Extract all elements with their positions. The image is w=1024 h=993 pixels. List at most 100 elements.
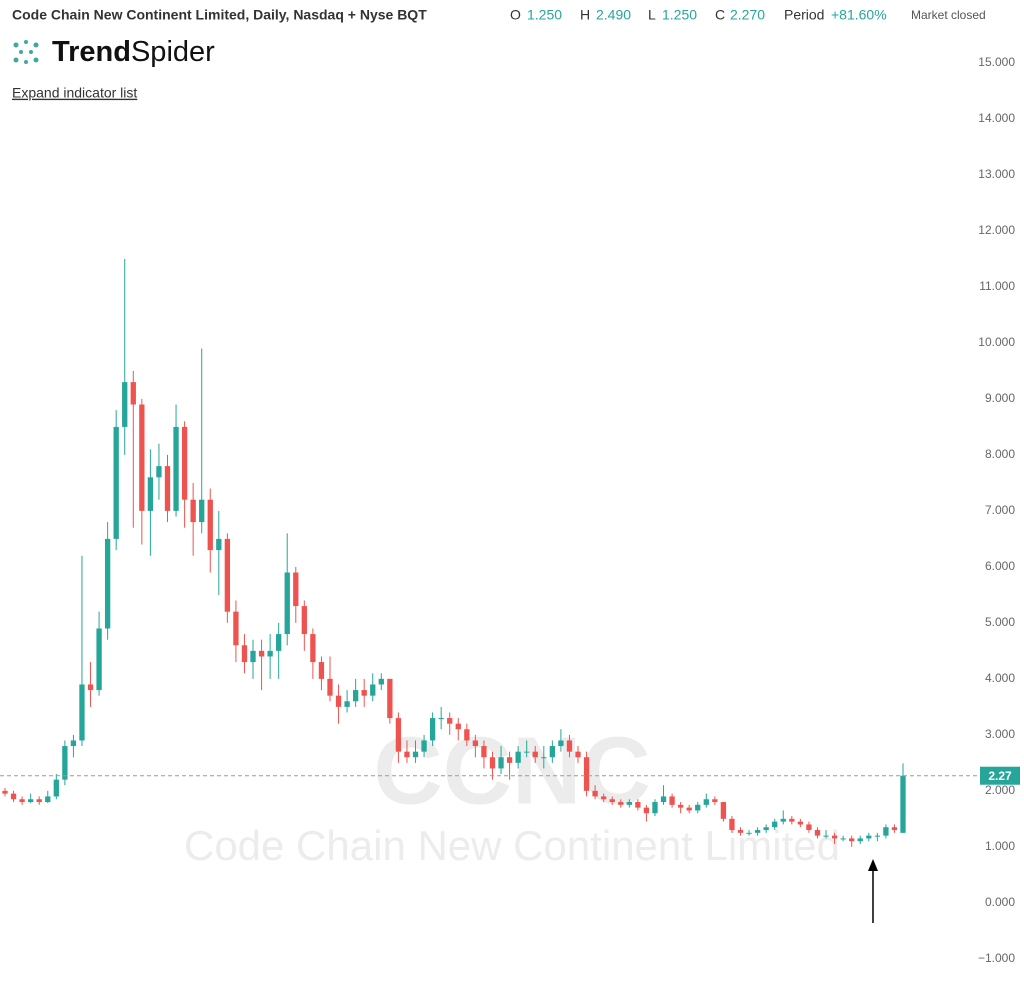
candle bbox=[806, 821, 812, 833]
logo-text: TrendSpider bbox=[52, 36, 215, 68]
candle-body bbox=[549, 746, 556, 758]
candle bbox=[395, 712, 402, 763]
candle-body bbox=[635, 802, 641, 808]
candle-body bbox=[173, 426, 179, 511]
y-tick-label: 5.000 bbox=[985, 615, 1015, 629]
candle bbox=[686, 804, 692, 814]
candle-body bbox=[797, 821, 804, 825]
candle bbox=[677, 802, 684, 814]
candle-body bbox=[335, 695, 342, 707]
candle-body bbox=[267, 650, 273, 657]
candle bbox=[164, 454, 171, 523]
candle bbox=[754, 827, 761, 836]
candle-body bbox=[481, 746, 487, 758]
candle-body bbox=[421, 740, 427, 752]
candle bbox=[695, 802, 701, 814]
period-value: +81.60% bbox=[831, 7, 887, 23]
y-tick-label: 6.000 bbox=[985, 559, 1015, 573]
candle bbox=[575, 746, 581, 763]
candle-body bbox=[190, 499, 196, 523]
candle-body bbox=[900, 775, 906, 833]
candle-body bbox=[763, 827, 769, 831]
candle bbox=[2, 788, 8, 797]
candle bbox=[712, 796, 718, 805]
candle bbox=[241, 634, 248, 674]
y-tick-label: 2.000 bbox=[985, 783, 1015, 797]
candle-body bbox=[575, 751, 581, 758]
candle bbox=[53, 774, 59, 800]
y-tick-label: 0.000 bbox=[985, 895, 1015, 909]
candle bbox=[737, 827, 744, 836]
candle bbox=[720, 802, 727, 822]
candle-body bbox=[276, 634, 282, 651]
candle bbox=[780, 810, 786, 825]
expand-indicators[interactable]: Expand indicator list bbox=[12, 85, 137, 101]
candle bbox=[70, 734, 77, 758]
candle-body bbox=[53, 779, 59, 797]
candle-body bbox=[712, 799, 718, 803]
candle-body bbox=[883, 827, 889, 836]
candle-body bbox=[62, 746, 68, 780]
candle bbox=[541, 746, 547, 769]
candle bbox=[626, 799, 632, 808]
candle bbox=[173, 404, 179, 517]
candle bbox=[660, 785, 667, 805]
candle-body bbox=[36, 799, 42, 803]
candle bbox=[583, 751, 590, 797]
candle bbox=[746, 830, 752, 836]
candle-body bbox=[147, 477, 154, 511]
candle-body bbox=[284, 572, 290, 635]
y-tick-label: 13.000 bbox=[978, 167, 1015, 181]
y-tick-label: 14.000 bbox=[978, 111, 1015, 125]
high-label: H bbox=[580, 7, 590, 23]
candle bbox=[122, 258, 128, 455]
last-price-box bbox=[980, 766, 1020, 785]
candle bbox=[276, 622, 282, 679]
candle bbox=[857, 835, 863, 845]
high-value: 2.490 bbox=[596, 7, 631, 23]
candle-body bbox=[104, 538, 111, 629]
candle-body bbox=[660, 796, 667, 803]
candle bbox=[772, 818, 778, 831]
candle-body bbox=[472, 740, 479, 747]
candle bbox=[318, 656, 325, 691]
candle bbox=[28, 793, 34, 804]
candle-body bbox=[113, 426, 119, 539]
candle bbox=[866, 832, 872, 842]
logo-icon bbox=[13, 40, 39, 64]
candle bbox=[258, 639, 265, 691]
candle-body bbox=[618, 802, 624, 805]
candle-body bbox=[566, 740, 573, 752]
candle bbox=[481, 740, 487, 769]
candle-body bbox=[669, 796, 675, 805]
candle-body bbox=[224, 538, 231, 612]
candle bbox=[45, 790, 51, 804]
candle bbox=[156, 443, 162, 500]
candle bbox=[643, 804, 650, 822]
candle-body bbox=[737, 830, 744, 833]
y-tick-label: 12.000 bbox=[978, 223, 1015, 237]
candle bbox=[87, 662, 94, 707]
candle bbox=[147, 449, 154, 556]
candle-body bbox=[404, 751, 410, 758]
candle-body bbox=[720, 802, 727, 819]
candle-body bbox=[532, 751, 538, 758]
watermark-name: Code Chain New Continent Limited bbox=[184, 822, 840, 869]
candle-body bbox=[601, 796, 607, 800]
logo-bold: Trend bbox=[52, 36, 131, 68]
candle-body bbox=[28, 799, 34, 803]
candle bbox=[284, 533, 290, 646]
candle-body bbox=[746, 832, 752, 834]
candle-body bbox=[677, 804, 684, 808]
candle-body bbox=[318, 662, 325, 679]
candle-body bbox=[592, 790, 598, 797]
candle-body bbox=[344, 701, 350, 707]
candle bbox=[199, 348, 205, 534]
candle bbox=[447, 712, 453, 735]
candle-body bbox=[2, 790, 8, 794]
candle bbox=[352, 678, 359, 707]
open-label: O bbox=[510, 7, 521, 23]
candle bbox=[849, 835, 855, 847]
